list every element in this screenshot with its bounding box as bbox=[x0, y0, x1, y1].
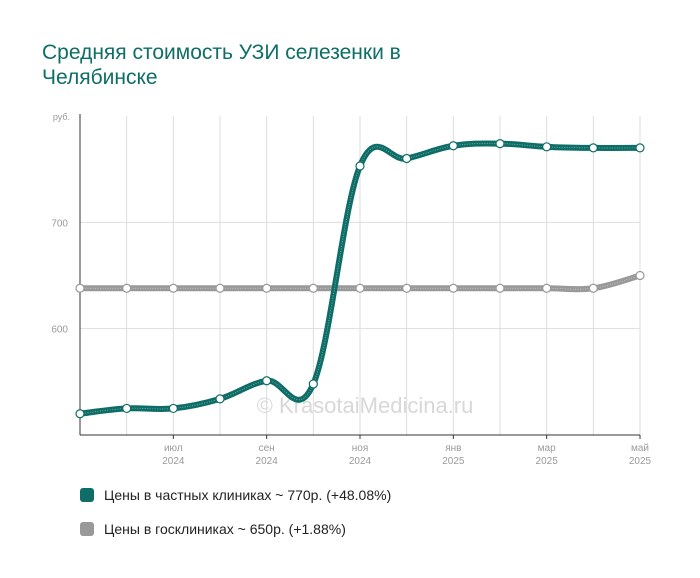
data-point-private bbox=[542, 142, 552, 152]
data-point-private bbox=[588, 143, 598, 153]
x-tick-year: 2024 bbox=[162, 456, 185, 467]
legend-label-private: Цены в частных клиниках ~ 770р. (+48.08%… bbox=[104, 487, 392, 503]
data-point-private bbox=[402, 153, 412, 164]
y-tick-label: 700 bbox=[51, 218, 68, 229]
data-point-public bbox=[448, 283, 458, 293]
legend-swatch-public bbox=[80, 522, 94, 536]
data-point-public bbox=[215, 283, 225, 293]
y-unit-label: руб. bbox=[53, 112, 70, 122]
legend-item-public[interactable]: Цены в госклиниках ~ 650р. (+1.88%) bbox=[80, 521, 640, 537]
data-point-private bbox=[262, 376, 272, 386]
data-point-private bbox=[122, 403, 132, 414]
data-point-public bbox=[308, 283, 318, 293]
data-point-private bbox=[168, 403, 178, 414]
x-tick-year: 2025 bbox=[629, 456, 652, 467]
data-point-private bbox=[355, 161, 365, 171]
data-point-public bbox=[168, 283, 178, 293]
legend-item-private[interactable]: Цены в частных клиниках ~ 770р. (+48.08%… bbox=[80, 487, 640, 503]
y-tick-label: 600 bbox=[51, 325, 68, 336]
data-point-private bbox=[495, 139, 505, 149]
x-tick-month: мар bbox=[538, 443, 556, 454]
data-point-public bbox=[75, 283, 85, 293]
x-tick-year: 2024 bbox=[349, 456, 372, 467]
x-tick-month: май bbox=[631, 443, 649, 454]
data-point-public bbox=[355, 283, 365, 293]
data-point-public bbox=[262, 283, 272, 293]
chart-title: Средняя стоимость УЗИ селезенки в Челяби… bbox=[42, 41, 401, 89]
data-point-private bbox=[448, 141, 458, 151]
legend-label-public: Цены в госклиниках ~ 650р. (+1.88%) bbox=[104, 521, 346, 537]
x-tick-year: 2025 bbox=[442, 456, 465, 467]
data-point-public bbox=[588, 283, 598, 293]
series-line-texture-private bbox=[79, 143, 641, 415]
data-point-public bbox=[122, 283, 132, 293]
x-tick-year: 2024 bbox=[256, 456, 279, 467]
data-point-public bbox=[495, 283, 505, 293]
legend-swatch-private bbox=[80, 488, 94, 502]
data-point-public bbox=[542, 283, 552, 293]
data-point-private bbox=[635, 143, 645, 153]
data-point-private bbox=[215, 394, 225, 404]
data-point-public bbox=[402, 283, 412, 293]
data-point-private bbox=[308, 379, 318, 389]
x-tick-month: ноя bbox=[352, 443, 369, 454]
x-tick-month: сен bbox=[259, 443, 275, 454]
x-tick-year: 2025 bbox=[536, 456, 559, 467]
data-point-public bbox=[635, 270, 645, 281]
data-point-private bbox=[75, 409, 85, 419]
x-tick-month: июл bbox=[164, 443, 183, 454]
x-tick-month: янв bbox=[445, 443, 461, 454]
